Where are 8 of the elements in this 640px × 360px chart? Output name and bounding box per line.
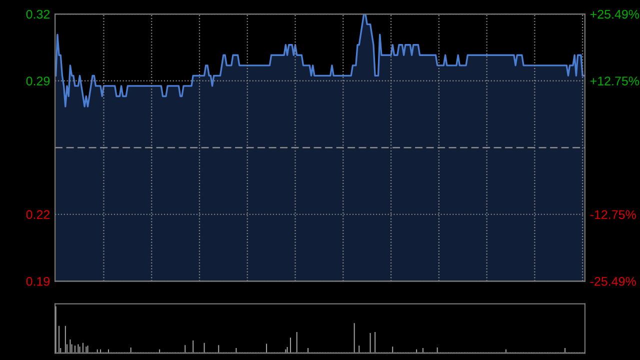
y-tick-label: 0.22 bbox=[26, 210, 50, 220]
y-tick-label: 0.29 bbox=[26, 76, 50, 86]
y-tick-label: 0.32 bbox=[26, 10, 50, 19]
y2-tick-label: +25.49% bbox=[590, 10, 640, 19]
y-tick-label: 0.19 bbox=[26, 276, 50, 286]
y2-tick-label: -12.75% bbox=[590, 210, 636, 220]
y2-tick-label: -25.49% bbox=[590, 276, 636, 286]
y2-tick-label: +12.75% bbox=[590, 76, 640, 86]
